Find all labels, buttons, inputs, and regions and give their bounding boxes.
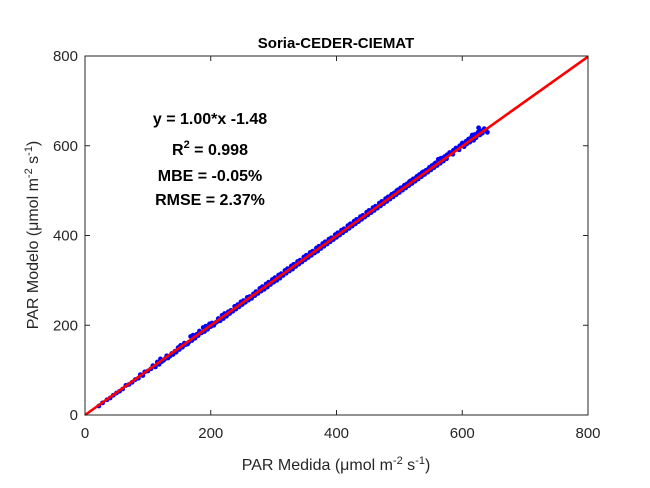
y-axis-title: PAR Modelo (μmol m-2 s-1)	[23, 141, 42, 330]
x-tick-label: 400	[324, 425, 349, 442]
y-tick-label: 0	[70, 407, 78, 424]
r-squared-text: R2 = 0.998	[172, 139, 248, 159]
rmse-text: RMSE = 2.37%	[155, 192, 265, 209]
fit-equation-text: y = 1.00*x -1.48	[153, 111, 267, 128]
y-axis-ticks: 0 200 400 600 800	[53, 48, 588, 424]
data-point	[476, 125, 481, 131]
y-tick-label: 200	[53, 317, 78, 334]
x-axis-title: PAR Medida (μmol m-2 s-1)	[242, 455, 431, 474]
x-tick-label: 200	[198, 425, 223, 442]
x-tick-label: 800	[575, 425, 600, 442]
mbe-text: MBE = -0.05%	[158, 168, 262, 185]
y-tick-label: 600	[53, 138, 78, 155]
x-axis-ticks: 0 200 400 600 800	[81, 56, 601, 442]
fit-line-top-layer	[84, 55, 589, 417]
data-point	[469, 132, 475, 138]
fit-line	[84, 55, 589, 417]
x-tick-label: 600	[450, 425, 475, 442]
stats-annotation: y = 1.00*x -1.48 R2 = 0.998 MBE = -0.05%…	[153, 111, 267, 209]
y-tick-label: 400	[53, 228, 78, 245]
y-tick-label: 800	[53, 48, 78, 65]
data-point	[485, 129, 490, 135]
chart-title: Soria-CEDER-CIEMAT	[258, 35, 414, 52]
x-tick-label: 0	[81, 425, 89, 442]
